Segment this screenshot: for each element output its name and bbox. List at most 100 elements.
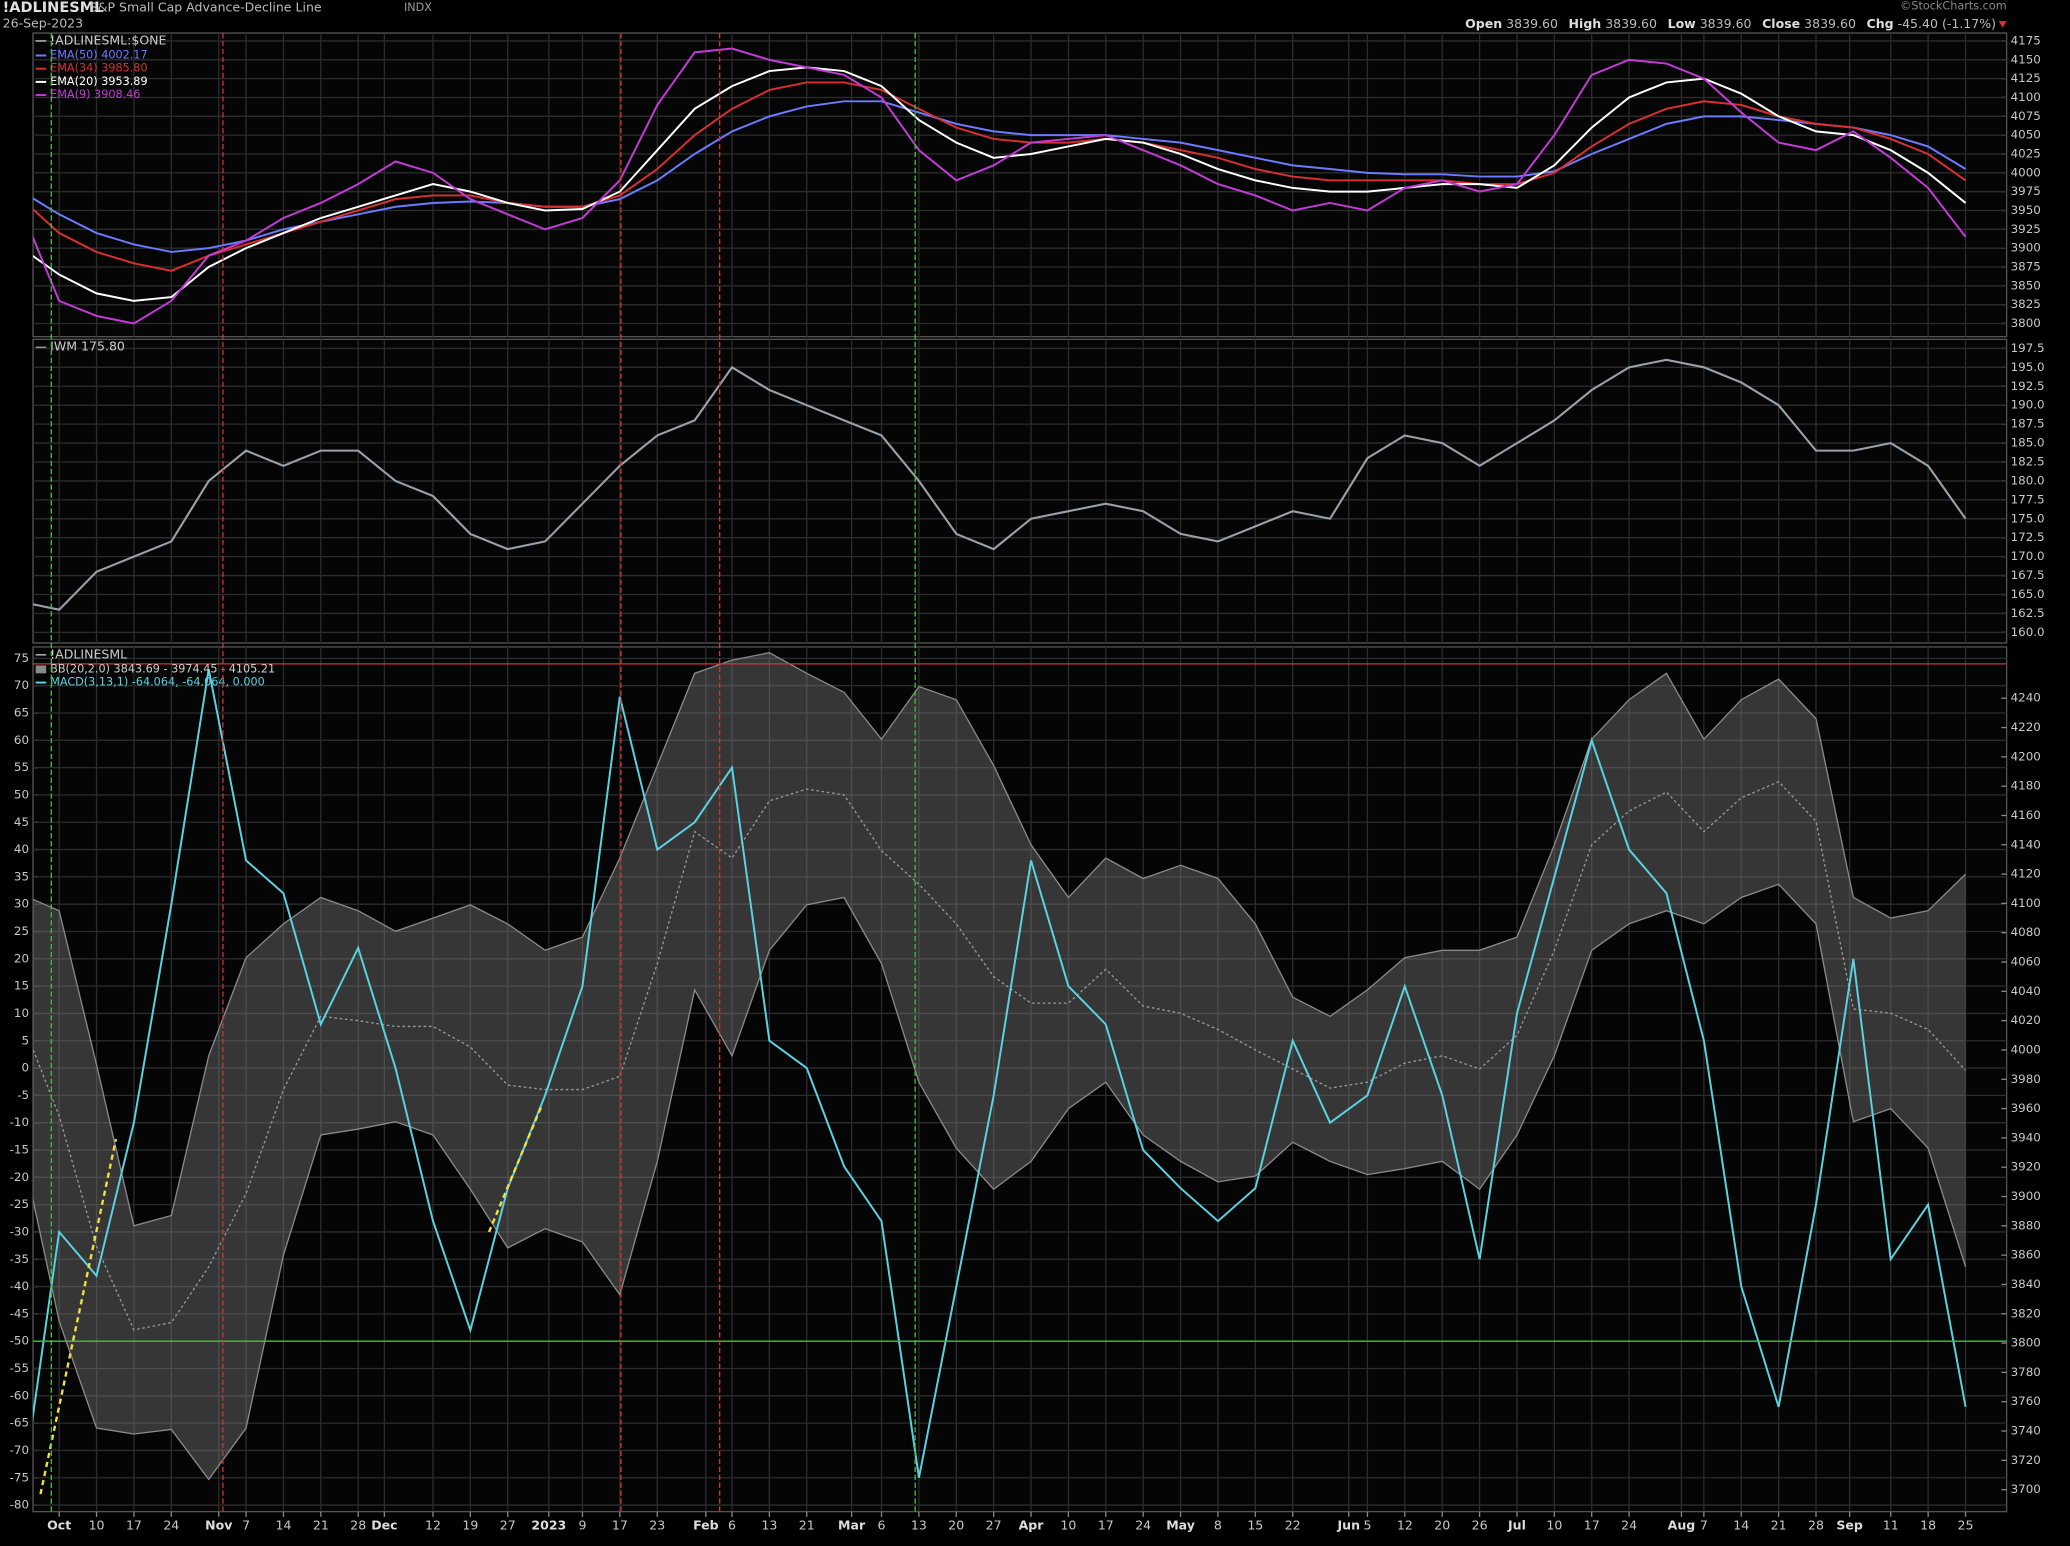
y2-tick-label: 3740 xyxy=(2011,1424,2041,1438)
x-tick-label: 19 xyxy=(462,1518,478,1533)
x-tick-label: Jun xyxy=(1336,1518,1360,1533)
legend-entry: EMA(34) 3985.80 xyxy=(50,62,147,75)
panel-label: !ADLINESML xyxy=(50,646,127,661)
y-tick-label: 20 xyxy=(14,951,29,965)
x-tick-label: 5 xyxy=(1363,1518,1371,1533)
quote-label: High xyxy=(1569,15,1602,30)
y2-tick-label: 3760 xyxy=(2011,1394,2041,1408)
trend-line xyxy=(39,1138,118,1495)
quote-label: Open xyxy=(1465,15,1502,30)
y2-tick-label: 3875 xyxy=(2011,259,2041,273)
y2-tick-label: 172.5 xyxy=(2011,530,2045,544)
x-tick-label: 22 xyxy=(1285,1518,1301,1533)
y-tick-label: 30 xyxy=(14,897,29,911)
y-tick-label: -10 xyxy=(10,1115,29,1129)
y2-tick-label: 180.0 xyxy=(2011,473,2045,487)
legend-entry: BB(20,2.0) 3843.69 - 3974.45 - 4105.21 xyxy=(50,662,275,675)
x-tick-label: 25 xyxy=(1958,1518,1974,1533)
quote-value: 3839.60 xyxy=(1605,15,1657,30)
y2-tick-label: 3900 xyxy=(2011,241,2041,255)
y2-tick-label: 3975 xyxy=(2011,184,2041,198)
y-tick-label: -70 xyxy=(10,1443,29,1457)
y2-tick-label: 4100 xyxy=(2011,90,2041,104)
y2-tick-label: 4020 xyxy=(2011,1013,2041,1027)
plot-area xyxy=(33,358,1967,611)
x-tick-label: 12 xyxy=(425,1518,441,1533)
quote-label: Low xyxy=(1668,15,1697,30)
x-tick-label: 24 xyxy=(163,1518,179,1533)
y-tick-label: -75 xyxy=(10,1470,29,1484)
y-tick-label: 60 xyxy=(14,733,29,747)
trend-line xyxy=(487,1105,543,1233)
price-line xyxy=(33,358,1967,611)
y2-tick-label: 4075 xyxy=(2011,109,2041,123)
panel-frame xyxy=(32,338,2008,644)
y-tick-label: -25 xyxy=(10,1197,29,1211)
series-line xyxy=(33,66,1967,302)
y-tick-label: 15 xyxy=(14,979,29,993)
y-tick-label: -5 xyxy=(17,1088,29,1102)
y-tick-label: 25 xyxy=(14,924,29,938)
panel-frame xyxy=(32,646,2008,1513)
y2-tick-label: 4000 xyxy=(2011,1042,2041,1056)
x-tick-label: Oct xyxy=(47,1518,71,1533)
series-line xyxy=(33,47,1967,325)
x-tick-label: 24 xyxy=(1621,1518,1637,1533)
y-tick-label: 0 xyxy=(21,1061,29,1075)
y-tick-label: 70 xyxy=(14,678,29,692)
date: 26-Sep-2023 xyxy=(3,15,84,30)
y-tick-label: -40 xyxy=(10,1279,29,1293)
y2-tick-label: 167.5 xyxy=(2011,568,2045,582)
y2-tick-label: 162.5 xyxy=(2011,606,2045,620)
x-tick-label: 17 xyxy=(126,1518,142,1533)
y2-tick-label: 4125 xyxy=(2011,71,2041,85)
y2-tick-label: 4140 xyxy=(2011,837,2041,851)
y2-tick-label: 3780 xyxy=(2011,1365,2041,1379)
y2-tick-label: 3800 xyxy=(2011,316,2041,330)
band-lower xyxy=(33,883,1967,1481)
x-tick-label: Aug xyxy=(1668,1518,1696,1533)
panel-label: IWM 175.80 xyxy=(50,339,125,354)
y2-tick-label: 190.0 xyxy=(2011,398,2045,412)
y2-tick-label: 195.0 xyxy=(2011,360,2045,374)
y-tick-label: -15 xyxy=(10,1143,29,1157)
y-tick-label: -35 xyxy=(10,1252,29,1266)
x-tick-label: 20 xyxy=(1434,1518,1450,1533)
x-tick-label: 28 xyxy=(350,1518,366,1533)
x-tick-label: 21 xyxy=(313,1518,329,1533)
x-tick-label: 11 xyxy=(1883,1518,1899,1533)
y-tick-label: 5 xyxy=(21,1033,29,1047)
y-tick-label: -65 xyxy=(10,1416,29,1430)
series-line xyxy=(33,669,1967,1478)
y2-tick-label: 165.0 xyxy=(2011,587,2045,601)
x-tick-label: Mar xyxy=(838,1518,866,1533)
panel-label: !ADLINESML:$ONE xyxy=(50,32,166,47)
y2-tick-label: 4160 xyxy=(2011,808,2041,822)
x-tick-label: 27 xyxy=(500,1518,516,1533)
y2-tick-label: 170.0 xyxy=(2011,549,2045,563)
x-tick-label: 7 xyxy=(1700,1518,1708,1533)
y2-tick-label: 3925 xyxy=(2011,222,2041,236)
x-tick-label: 18 xyxy=(1920,1518,1936,1533)
y2-tick-label: 4060 xyxy=(2011,955,2041,969)
y-tick-label: -80 xyxy=(10,1498,29,1512)
series-line xyxy=(33,81,1967,272)
x-tick-label: 17 xyxy=(1584,1518,1600,1533)
y-tick-label: 55 xyxy=(14,760,29,774)
y2-tick-label: 3980 xyxy=(2011,1072,2041,1086)
y2-tick-label: 182.5 xyxy=(2011,454,2045,468)
y2-tick-label: 3950 xyxy=(2011,203,2041,217)
quote-label: Chg xyxy=(1867,15,1894,30)
y-tick-label: -60 xyxy=(10,1388,29,1402)
x-tick-label: 13 xyxy=(761,1518,777,1533)
y2-tick-label: 185.0 xyxy=(2011,436,2045,450)
quote-value: 3839.60 xyxy=(1804,15,1856,30)
x-tick-label: Dec xyxy=(371,1518,397,1533)
y2-tick-label: 4180 xyxy=(2011,779,2041,793)
quote: Open 3839.60 High 3839.60 Low 3839.60 Close 383… xyxy=(1465,15,1996,30)
x-tick-label: 21 xyxy=(1771,1518,1787,1533)
y2-tick-label: 3880 xyxy=(2011,1218,2041,1232)
x-tick-label: Apr xyxy=(1019,1518,1045,1533)
y2-tick-label: 4000 xyxy=(2011,165,2041,179)
x-tick-label: 21 xyxy=(799,1518,815,1533)
